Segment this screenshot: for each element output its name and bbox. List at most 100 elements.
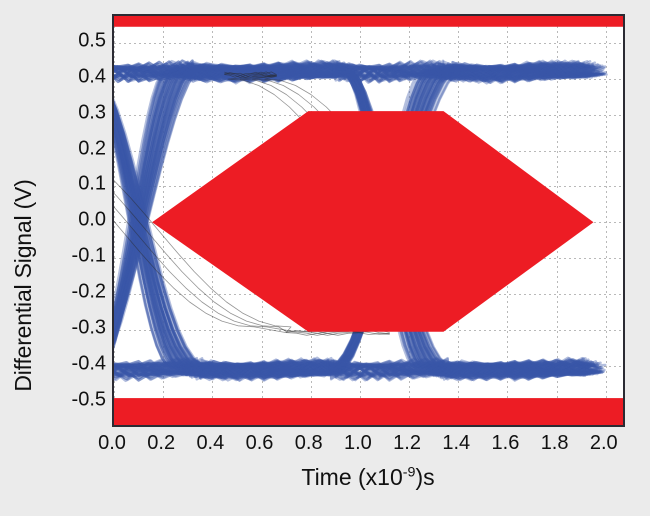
trace-path xyxy=(114,59,578,382)
trace-path xyxy=(114,61,582,381)
trace-path xyxy=(114,361,593,377)
trace-path xyxy=(114,61,585,379)
trace-path xyxy=(114,64,600,376)
trace-path xyxy=(114,358,586,382)
trace-path xyxy=(114,63,600,326)
trace-path xyxy=(114,60,588,381)
trace-path xyxy=(114,60,591,83)
y-tick-label: 0.2 xyxy=(78,137,106,160)
trace-path xyxy=(114,363,599,377)
x-axis-label-prefix: Time (x10 xyxy=(301,464,403,490)
trace-path xyxy=(114,62,597,81)
trace-path xyxy=(114,59,592,341)
trace-path xyxy=(114,64,593,378)
trace-path xyxy=(114,62,593,380)
trace-path xyxy=(114,108,585,381)
trace-path xyxy=(114,359,585,382)
trace-path xyxy=(114,61,584,379)
trace-path xyxy=(114,63,599,80)
trace-path xyxy=(114,123,589,380)
trace-path xyxy=(114,64,607,344)
trace-path xyxy=(114,114,589,379)
trace-path xyxy=(114,361,590,379)
trace-path xyxy=(114,361,591,379)
trace-path xyxy=(114,65,596,378)
trace-path xyxy=(114,59,580,381)
trace-path xyxy=(114,64,595,376)
trace-path xyxy=(114,62,586,381)
trace-path xyxy=(114,63,597,347)
trace-path xyxy=(114,363,600,377)
x-tick-label: 0.4 xyxy=(196,432,225,454)
trace-path xyxy=(114,60,589,381)
trace-path xyxy=(114,65,606,79)
trace-path xyxy=(114,220,390,336)
trace-path xyxy=(114,100,581,382)
trace-path xyxy=(114,62,584,379)
trace-path xyxy=(114,362,602,376)
trace-path xyxy=(114,358,587,381)
trace-path xyxy=(114,63,601,378)
trace-path xyxy=(114,64,603,79)
trace-path xyxy=(114,359,588,379)
trace-path xyxy=(114,59,590,326)
trace-path xyxy=(114,64,592,378)
trace-path xyxy=(114,66,608,345)
trace-path xyxy=(114,361,597,378)
trace-path xyxy=(114,64,589,377)
trace-path xyxy=(114,63,598,80)
trace-path xyxy=(114,61,596,327)
trace-path xyxy=(114,62,588,379)
trace-path xyxy=(114,59,588,85)
trace-path xyxy=(114,109,587,380)
trace-path xyxy=(114,62,582,381)
trace-path xyxy=(114,65,606,376)
trace-path xyxy=(114,59,585,381)
trace-path xyxy=(114,64,594,377)
trace-path xyxy=(114,63,602,346)
trace-path xyxy=(114,62,592,380)
trace-path xyxy=(114,61,594,334)
plot-svg xyxy=(114,16,623,425)
trace-path xyxy=(114,60,579,381)
trace-path xyxy=(114,60,592,83)
trace-path xyxy=(114,65,595,376)
trace-path xyxy=(114,65,605,377)
trace-path xyxy=(114,64,604,327)
trace-path xyxy=(114,63,582,379)
compliance-mask xyxy=(114,16,623,425)
x-tick-label: 1.0 xyxy=(343,432,372,454)
trace-path xyxy=(114,61,589,382)
trace-path xyxy=(114,59,585,381)
trace-path xyxy=(114,121,588,380)
trace-path xyxy=(114,64,593,377)
trace-path xyxy=(114,64,605,320)
trace-path xyxy=(114,363,603,376)
x-tick-label: 0.8 xyxy=(294,432,323,454)
trace-path xyxy=(114,61,590,381)
x-tick-label: 1.2 xyxy=(393,432,421,454)
trace-path xyxy=(114,63,599,337)
trace-path xyxy=(114,359,585,382)
y-tick-label: -0.1 xyxy=(71,244,106,267)
trace-path xyxy=(114,62,581,381)
trace-path xyxy=(114,130,599,376)
trace-path xyxy=(114,103,596,377)
trace-path xyxy=(114,109,582,382)
trace-path xyxy=(114,64,604,79)
trace-path xyxy=(114,65,602,376)
trace-path xyxy=(114,61,581,379)
trace-path xyxy=(114,62,597,378)
trace-path xyxy=(114,65,596,378)
trace-path xyxy=(114,64,594,377)
trace-path xyxy=(114,361,596,378)
trace-path xyxy=(114,362,601,377)
trace-path xyxy=(114,361,592,378)
trace-path xyxy=(114,64,593,377)
trace-path xyxy=(114,63,600,378)
trace-path xyxy=(114,356,583,382)
trace-path xyxy=(114,60,589,83)
trace-path xyxy=(114,62,594,378)
y-axis-label-text: Differential Signal (V) xyxy=(9,179,36,392)
